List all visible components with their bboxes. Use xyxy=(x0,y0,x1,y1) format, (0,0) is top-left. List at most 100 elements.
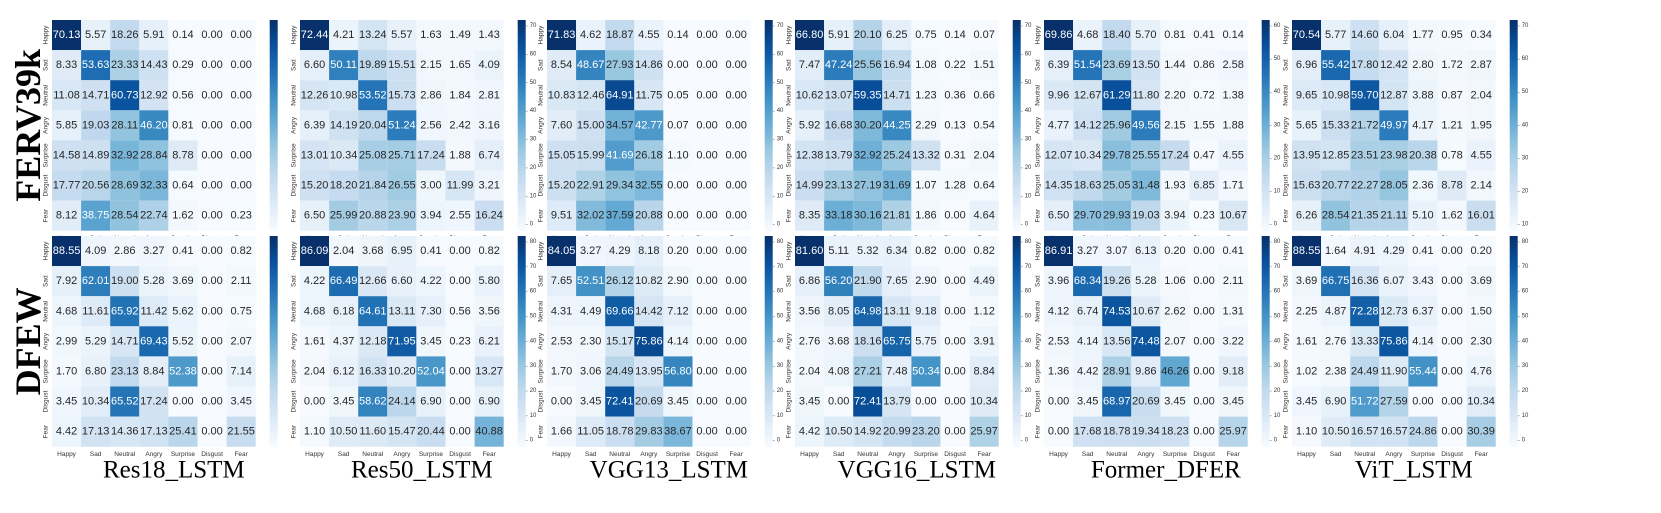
heatmap-cell-dfew-vit-lstm xyxy=(1408,416,1438,447)
cell-value-label: 14.12 xyxy=(1074,119,1102,131)
heatmap-cell-ferv39k-res18-lstm xyxy=(226,50,256,81)
cell-value-label: 16.01 xyxy=(1467,210,1495,222)
heatmap-cell-ferv39k-vgg13-lstm xyxy=(547,170,577,201)
heatmap-cell-dfew-res18-lstm xyxy=(139,416,169,447)
heatmap-cell-ferv39k-res18-lstm xyxy=(110,20,140,51)
colorbar-tick-label: 20 xyxy=(530,388,537,394)
heatmap-cell-dfew-res18-lstm xyxy=(110,416,140,447)
cell-value-label: 8.18 xyxy=(638,245,659,257)
cell-value-label: 1.08 xyxy=(915,59,936,71)
heatmap-cell-dfew-vgg13-lstm xyxy=(576,416,606,447)
cell-value-label: 17.68 xyxy=(1074,426,1102,438)
cell-value-label: 2.81 xyxy=(478,89,499,101)
cell-value-label: 14.89 xyxy=(82,149,110,161)
heatmap-cell-dfew-former-dfer xyxy=(1189,386,1219,417)
heatmap-cell-dfew-vgg16-lstm xyxy=(882,416,912,447)
cell-value-label: 19.34 xyxy=(1132,426,1160,438)
cell-value-label: 6.60 xyxy=(391,275,412,287)
heatmap-cell-ferv39k-res50-lstm xyxy=(416,50,446,81)
cell-value-label: 6.37 xyxy=(1412,305,1433,317)
heatmap-cell-dfew-res50-lstm xyxy=(300,266,330,297)
cell-value-label: 14.71 xyxy=(82,89,110,101)
heatmap-cell-dfew-res50-lstm xyxy=(300,296,330,327)
colorbar-tick-label: 60 xyxy=(530,51,537,57)
heatmap-cell-ferv39k-former-dfer xyxy=(1131,110,1161,141)
heatmap-cell-ferv39k-res18-lstm xyxy=(81,20,111,51)
cell-value-label: 6.34 xyxy=(886,245,907,257)
cell-value-label: 0.00 xyxy=(696,29,717,41)
heatmap-cell-dfew-former-dfer xyxy=(1160,296,1190,327)
heatmap-cell-dfew-former-dfer xyxy=(1218,266,1248,297)
heatmap-cell-dfew-vgg13-lstm xyxy=(663,296,693,327)
cell-value-label: 1.84 xyxy=(449,89,470,101)
heatmap-cell-ferv39k-vit-lstm xyxy=(1408,50,1438,81)
heatmap-cell-dfew-res50-lstm xyxy=(387,356,417,387)
heatmap-cell-ferv39k-former-dfer xyxy=(1218,140,1248,171)
cell-value-label: 1.23 xyxy=(915,89,936,101)
colorbar-tick-label: 40 xyxy=(1274,89,1281,95)
heatmap-cell-dfew-vgg13-lstm xyxy=(576,356,606,387)
cell-value-label: 8.33 xyxy=(56,59,77,71)
cell-value-label: 72.41 xyxy=(854,396,882,408)
heatmap-cell-dfew-vgg16-lstm xyxy=(969,326,999,357)
cell-value-label: 0.00 xyxy=(201,335,222,347)
cell-value-label: 1.61 xyxy=(304,335,325,347)
cell-value-label: 15.17 xyxy=(606,335,634,347)
cell-value-label: 6.25 xyxy=(886,29,907,41)
heatmap-cell-dfew-res50-lstm xyxy=(445,296,475,327)
cell-value-label: 59.70 xyxy=(1351,89,1379,101)
y-tick-label: Sad xyxy=(786,59,793,71)
heatmap-cell-ferv39k-vit-lstm xyxy=(1292,20,1322,51)
cell-value-label: 6.95 xyxy=(391,245,412,257)
cell-value-label: 1.88 xyxy=(449,149,470,161)
heatmap-cell-dfew-res18-lstm xyxy=(168,266,198,297)
cell-value-label: 71.83 xyxy=(548,29,576,41)
heatmap-cell-dfew-res50-lstm xyxy=(358,416,388,447)
cell-value-label: 20.88 xyxy=(359,210,387,222)
x-tick-label: Disgust xyxy=(1193,451,1215,458)
heatmap-cell-ferv39k-vgg13-lstm xyxy=(576,50,606,81)
colorbar-tick-label: 60 xyxy=(1522,289,1529,295)
y-tick-label: Angry xyxy=(538,332,545,350)
cell-value-label: 0.14 xyxy=(172,29,193,41)
heatmap-cell-ferv39k-vgg13-lstm xyxy=(634,200,664,231)
colorbar-tick-label: 30 xyxy=(1522,363,1529,369)
heatmap-cell-dfew-vgg16-lstm xyxy=(969,356,999,387)
y-tick-label: Neutral xyxy=(43,300,50,322)
heatmap-cell-dfew-former-dfer xyxy=(1189,296,1219,327)
cell-value-label: 12.92 xyxy=(140,89,168,101)
heatmap-cell-dfew-vgg13-lstm xyxy=(692,356,722,387)
heatmap-cell-dfew-vgg13-lstm xyxy=(721,326,751,357)
heatmap-cell-dfew-vit-lstm xyxy=(1321,386,1351,417)
cell-value-label: 4.42 xyxy=(1077,365,1098,377)
x-tick-label: Disgust xyxy=(944,451,966,458)
heatmap-cell-dfew-res50-lstm xyxy=(474,356,504,387)
heatmap-cell-ferv39k-vgg16-lstm xyxy=(795,80,825,111)
heatmap-cell-dfew-vgg16-lstm xyxy=(853,326,883,357)
heatmap-cell-ferv39k-res50-lstm xyxy=(445,200,475,231)
heatmap-cell-dfew-vgg16-lstm xyxy=(940,416,970,447)
cell-value-label: 3.16 xyxy=(478,119,499,131)
heatmap-cell-dfew-res18-lstm xyxy=(110,386,140,417)
colorbar-tick-label: 10 xyxy=(1522,413,1529,419)
heatmap-cell-dfew-res18-lstm xyxy=(168,416,198,447)
cell-value-label: 13.24 xyxy=(359,29,387,41)
model-name-res18_lstm: Res18_LSTM xyxy=(103,457,245,484)
colorbar-tick-label: 40 xyxy=(1522,122,1529,128)
cell-value-label: 4.08 xyxy=(828,365,849,377)
heatmap-cell-ferv39k-res18-lstm xyxy=(226,170,256,201)
cell-value-label: 1.10 xyxy=(1296,426,1317,438)
y-tick-label: Happy xyxy=(538,25,545,45)
cell-value-label: 69.86 xyxy=(1045,29,1073,41)
heatmap-cell-dfew-vgg16-lstm xyxy=(940,266,970,297)
cell-value-label: 0.00 xyxy=(1193,305,1214,317)
cell-value-label: 69.66 xyxy=(606,305,634,317)
colorbar-ferv39k-vit-lstm xyxy=(1509,20,1518,231)
cell-value-label: 14.60 xyxy=(1351,29,1379,41)
cell-value-label: 13.56 xyxy=(1103,335,1131,347)
heatmap-cell-ferv39k-res50-lstm xyxy=(474,50,504,81)
cell-value-label: 0.00 xyxy=(230,29,251,41)
cell-value-label: 0.00 xyxy=(1193,365,1214,377)
heatmap-cell-dfew-vit-lstm xyxy=(1350,356,1380,387)
heatmap-cell-ferv39k-vgg13-lstm xyxy=(605,80,635,111)
